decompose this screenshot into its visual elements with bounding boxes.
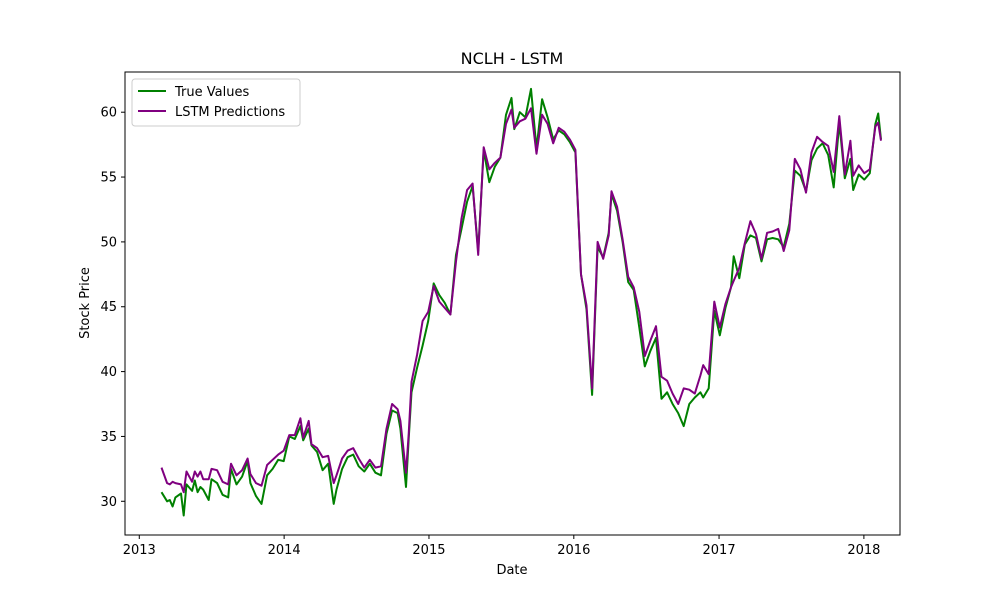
ticks-layer: 2013 2014 2015 2016 2017 2018 30 35 40 45 50 55 60	[100, 106, 880, 558]
y-tick-label-35: 35	[100, 430, 117, 445]
legend-box	[131, 78, 301, 127]
y-axis-label: Stock Price	[78, 267, 93, 339]
plot-frame	[124, 71, 901, 536]
x-tick-label-2013: 2013	[123, 543, 156, 558]
y-tick-label-40: 40	[100, 365, 117, 380]
series-layer	[160, 87, 882, 517]
y-tick-label-30: 30	[100, 495, 117, 510]
y-tick-label-60: 60	[100, 106, 117, 121]
y-tick-label-50: 50	[100, 235, 117, 250]
chart-title: NCLH - LSTM	[461, 49, 564, 68]
legend: True Values LSTM Predictions	[131, 78, 301, 127]
x-axis-label: Date	[496, 563, 527, 578]
legend-label-lstm-predictions: LSTM Predictions	[175, 105, 285, 120]
x-tick-label-2017: 2017	[703, 543, 736, 558]
y-tick-label-45: 45	[100, 300, 117, 315]
legend-label-true-values: True Values	[174, 85, 249, 100]
x-tick-label-2018: 2018	[847, 543, 880, 558]
series-line-lstm-predictions	[160, 107, 882, 494]
x-tick-label-2014: 2014	[268, 543, 301, 558]
x-tick-label-2015: 2015	[412, 543, 445, 558]
x-tick-label-2016: 2016	[557, 543, 590, 558]
y-tick-label-55: 55	[100, 171, 117, 186]
